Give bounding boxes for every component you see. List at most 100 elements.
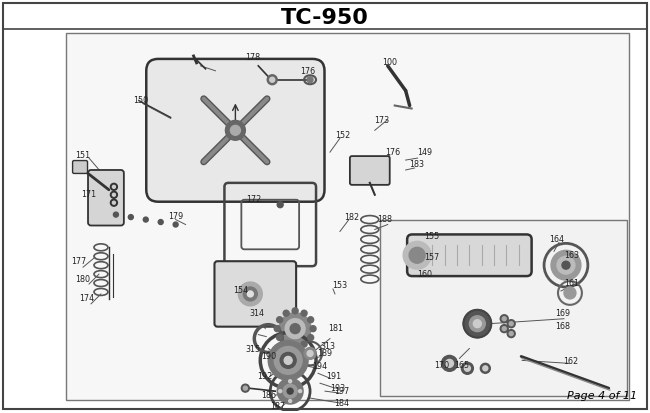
Circle shape — [243, 287, 257, 301]
Text: 172: 172 — [246, 195, 261, 204]
Text: 313: 313 — [320, 342, 335, 351]
Circle shape — [128, 215, 133, 220]
Circle shape — [277, 317, 283, 323]
Text: 176: 176 — [300, 67, 316, 76]
Circle shape — [292, 308, 298, 314]
Text: 192: 192 — [257, 372, 273, 381]
Circle shape — [307, 335, 314, 341]
Text: 100: 100 — [382, 58, 397, 67]
Circle shape — [292, 344, 298, 349]
Circle shape — [285, 319, 305, 339]
Circle shape — [509, 322, 514, 326]
Circle shape — [113, 212, 118, 217]
Text: 178: 178 — [245, 53, 260, 62]
Circle shape — [111, 183, 118, 190]
Circle shape — [143, 217, 148, 222]
Circle shape — [277, 335, 283, 341]
Text: 165: 165 — [454, 361, 469, 370]
Circle shape — [289, 399, 292, 403]
Circle shape — [462, 362, 473, 374]
Circle shape — [279, 389, 281, 393]
Circle shape — [267, 75, 277, 85]
Text: 184: 184 — [335, 399, 350, 408]
Circle shape — [502, 317, 506, 321]
Circle shape — [298, 389, 302, 393]
FancyBboxPatch shape — [350, 156, 390, 185]
Circle shape — [274, 326, 280, 332]
Text: 197: 197 — [334, 387, 350, 396]
FancyBboxPatch shape — [146, 59, 324, 202]
Circle shape — [463, 310, 491, 337]
Circle shape — [158, 220, 163, 225]
Circle shape — [280, 352, 296, 368]
Text: 179: 179 — [168, 212, 183, 221]
Circle shape — [507, 320, 515, 328]
Text: 152: 152 — [335, 131, 350, 140]
Circle shape — [241, 384, 250, 392]
FancyBboxPatch shape — [88, 170, 124, 225]
Circle shape — [112, 185, 116, 188]
Circle shape — [301, 341, 307, 347]
Circle shape — [277, 202, 283, 208]
Circle shape — [173, 222, 178, 227]
Circle shape — [304, 347, 316, 359]
FancyBboxPatch shape — [73, 161, 88, 173]
Text: 157: 157 — [424, 253, 439, 262]
Circle shape — [307, 317, 314, 323]
FancyBboxPatch shape — [214, 261, 296, 327]
Circle shape — [551, 250, 581, 280]
Circle shape — [409, 247, 425, 263]
Circle shape — [307, 351, 313, 356]
Circle shape — [112, 201, 116, 204]
Circle shape — [464, 366, 471, 371]
Text: 168: 168 — [556, 322, 571, 331]
Text: 186: 186 — [261, 391, 276, 400]
Circle shape — [310, 326, 316, 332]
Text: 169: 169 — [555, 309, 571, 318]
Bar — [380, 220, 627, 396]
Circle shape — [239, 282, 262, 306]
Text: 161: 161 — [564, 278, 579, 287]
Text: 162: 162 — [564, 357, 578, 366]
Circle shape — [290, 324, 300, 334]
Circle shape — [270, 77, 275, 82]
Text: 314: 314 — [250, 309, 265, 318]
Circle shape — [284, 356, 292, 364]
Text: 173: 173 — [374, 116, 389, 125]
Circle shape — [403, 241, 431, 269]
Circle shape — [445, 359, 454, 367]
Circle shape — [268, 341, 308, 380]
Circle shape — [500, 325, 508, 332]
Circle shape — [112, 193, 116, 196]
Text: 153: 153 — [332, 280, 348, 290]
Circle shape — [111, 199, 118, 206]
Circle shape — [500, 315, 508, 323]
Text: 164: 164 — [549, 235, 564, 244]
Text: 177: 177 — [72, 257, 86, 266]
Text: 170: 170 — [434, 361, 449, 370]
Text: 182: 182 — [344, 213, 359, 222]
Text: 189: 189 — [317, 349, 333, 358]
Circle shape — [226, 121, 245, 140]
Circle shape — [283, 310, 289, 316]
Text: 174: 174 — [79, 294, 95, 304]
Circle shape — [562, 261, 570, 269]
Circle shape — [473, 320, 482, 328]
Text: 171: 171 — [81, 190, 97, 199]
Text: 183: 183 — [409, 159, 424, 169]
Circle shape — [230, 126, 240, 135]
Circle shape — [483, 366, 488, 371]
Text: TC-950: TC-950 — [281, 8, 369, 28]
Circle shape — [287, 388, 293, 394]
Circle shape — [283, 384, 297, 398]
Circle shape — [441, 356, 458, 371]
Text: 176: 176 — [385, 147, 400, 157]
Text: 191: 191 — [326, 372, 341, 381]
Circle shape — [557, 256, 575, 274]
Circle shape — [283, 341, 289, 347]
Text: 151: 151 — [75, 151, 90, 159]
Circle shape — [243, 386, 248, 390]
Circle shape — [301, 310, 307, 316]
Circle shape — [280, 313, 311, 344]
Text: 160: 160 — [417, 270, 432, 279]
